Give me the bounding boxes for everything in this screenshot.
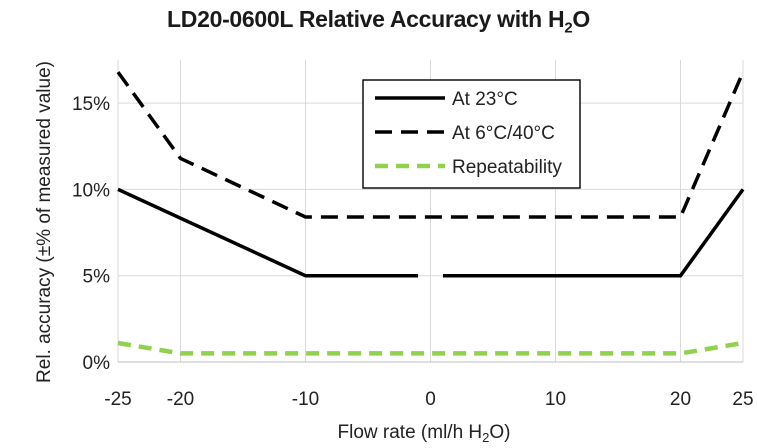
x-axis-label: Flow rate (ml/h H2O): [338, 422, 511, 445]
series-line-1: [116, 71, 745, 219]
x-tick-label: -20: [167, 389, 194, 410]
chart-title-text: LD20-0600L Relative Accuracy with H: [167, 6, 565, 32]
legend: At 23°C At 6°C/40°C Repeatability: [362, 79, 581, 189]
x-tick-label: -25: [104, 389, 131, 410]
x-axis-label-suffix: O): [489, 422, 510, 443]
legend-label: At 23°C: [452, 89, 518, 110]
y-axis-label: Rel. accuracy (±% of measured value): [34, 61, 55, 383]
legend-box: [362, 79, 581, 189]
x-tick-label: -10: [292, 389, 319, 410]
x-axis-label-text: Flow rate (ml/h H: [338, 422, 483, 443]
x-tick-labels: -25 -20 -10 0 10 20 25: [104, 389, 753, 410]
y-tick-label: 0%: [83, 353, 111, 374]
y-tick-label: 15%: [72, 94, 110, 115]
x-tick-label: 25: [732, 389, 753, 410]
y-tick-labels: 0% 5% 10% 15%: [72, 94, 110, 374]
series-line-0: [443, 188, 745, 278]
chart-title-subscript: 2: [564, 19, 573, 37]
x-tick-label: 10: [545, 389, 566, 410]
legend-label: At 6°C/40°C: [452, 123, 555, 144]
chart-title: LD20-0600L Relative Accuracy with H2O: [0, 6, 757, 37]
x-axis-label-subscript: 2: [482, 430, 489, 445]
legend-label: Repeatability: [452, 157, 562, 178]
chart-title-suffix: O: [572, 6, 590, 32]
series-lines: [116, 71, 745, 356]
y-tick-label: 10%: [72, 180, 110, 201]
x-tick-label: 0: [425, 389, 436, 410]
series-line-0: [117, 187, 418, 278]
x-tick-label: 20: [670, 389, 691, 410]
series-line-2: [117, 340, 744, 356]
y-tick-label: 5%: [83, 267, 111, 288]
